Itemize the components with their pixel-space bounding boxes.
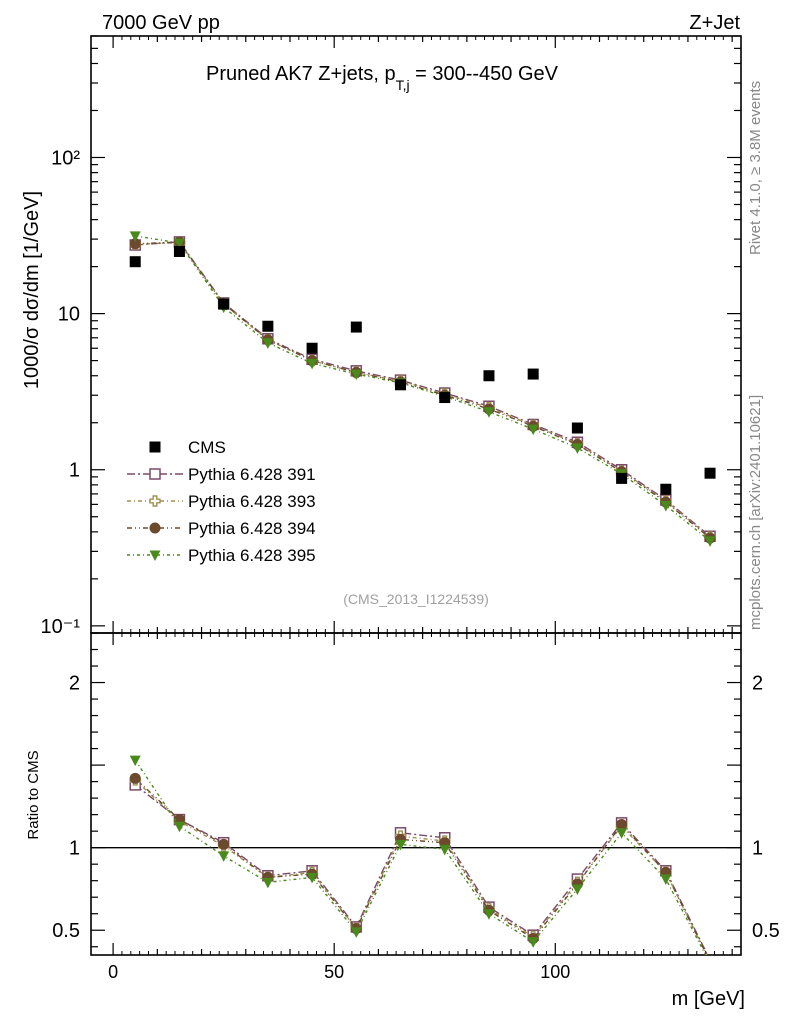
series-point-4 (350, 369, 362, 381)
ratio-point-4 (616, 828, 628, 839)
data-point (660, 483, 672, 495)
analysis-id: (CMS_2013_I1224539) (343, 591, 489, 607)
legend-marker-data (149, 441, 161, 453)
data-point (571, 422, 583, 434)
ratio-tick-label: 2 (69, 673, 80, 695)
y-tick-label: 1 (69, 460, 80, 482)
header-left: 7000 GeV pp (102, 12, 220, 34)
legend-marker-2 (149, 495, 161, 507)
series-point-4 (571, 443, 583, 454)
y-axis-label: 1000/σ dσ/dm [1/GeV] (21, 191, 43, 389)
series-line-4 (135, 235, 711, 542)
ratio-tick-label: 1 (69, 838, 80, 860)
ratio-tick-label: 0.5 (52, 920, 80, 942)
data-point (306, 342, 318, 354)
rivet-label: Rivet 4.1.0, ≥ 3.8M events (747, 81, 764, 255)
ratio-tick-label-right: 1 (752, 838, 763, 860)
chart-title-tail: = 300--450 GeV (410, 63, 559, 85)
series-point-4 (704, 536, 716, 547)
ratio-point-4 (306, 872, 318, 884)
x-axis-label: m [GeV] (672, 988, 745, 1010)
ratio-point-4 (439, 844, 451, 856)
series-point-4 (173, 238, 185, 250)
ratio-point-3 (129, 772, 141, 784)
header-right: Z+Jet (689, 12, 740, 34)
data-point (439, 392, 451, 404)
y-tick-label: 10² (51, 147, 80, 169)
ratio-point-4 (262, 877, 274, 889)
x-tick-label: 0 (108, 962, 118, 982)
ratio-y-axis-label: Ratio to CMS (25, 750, 42, 839)
y-tick-label: 10 (58, 304, 80, 326)
ratio-panel-frame (90, 632, 742, 956)
ratio-line-2 (134, 779, 708, 956)
series-point-4 (262, 338, 274, 349)
ratio-point-4 (483, 909, 495, 920)
data-point (350, 321, 362, 333)
series-point-4 (527, 424, 539, 436)
upper-panel-frame (90, 35, 742, 634)
legend-label-3: Pythia 6.428 394 (188, 519, 316, 538)
ratio-line-3 (134, 777, 708, 956)
series-point-4 (660, 501, 672, 512)
chart-title-sub: T,j (396, 77, 410, 93)
legend-label-data: CMS (188, 438, 226, 457)
legend-label-1: Pythia 6.428 391 (188, 465, 316, 484)
mcplots-label: mcplots.cern.ch [arXiv:2401.10621] (747, 395, 764, 630)
series-line-3 (135, 241, 711, 539)
ratio-point-4 (571, 884, 583, 895)
y-tick-label: 10⁻¹ (41, 616, 81, 638)
ratio-point-4 (350, 927, 362, 938)
ratio-line-4 (134, 759, 707, 956)
ratio-line-1 (134, 784, 709, 956)
series-point-4 (129, 231, 141, 242)
chart-title-main: Pruned AK7 Z+jets, p (206, 63, 396, 85)
x-tick-label: 100 (540, 962, 570, 982)
data-point (218, 298, 230, 310)
ratio-point-4 (173, 821, 185, 833)
legend-label-4: Pythia 6.428 395 (188, 546, 316, 565)
data-point (704, 467, 716, 479)
series-point-4 (306, 358, 318, 370)
x-tick-label: 50 (324, 962, 344, 982)
data-point (129, 256, 141, 268)
ratio-point-3 (218, 838, 230, 850)
ratio-point-4 (660, 874, 672, 886)
chart-title: Pruned AK7 Z+jets, pT,j = 300--450 GeV (206, 63, 559, 93)
data-point (527, 368, 539, 380)
ratio-point-4 (395, 839, 407, 851)
data-point (395, 379, 407, 391)
legend-marker-4 (149, 550, 161, 561)
data-point (262, 320, 274, 332)
ratio-point-4 (218, 851, 230, 862)
legend-label-2: Pythia 6.428 393 (188, 492, 316, 511)
data-point (483, 370, 495, 382)
ratio-tick-label-right: 0.5 (752, 920, 780, 942)
data-point (616, 472, 628, 484)
ratio-point-4 (527, 937, 539, 948)
series-point-4 (483, 407, 495, 418)
legend-marker-1 (149, 468, 161, 480)
data-point (173, 245, 185, 257)
ratio-point-3 (616, 819, 628, 831)
legend-marker-3 (149, 522, 161, 534)
ratio-tick-label-right: 2 (752, 673, 763, 695)
ratio-point-4 (129, 755, 141, 767)
